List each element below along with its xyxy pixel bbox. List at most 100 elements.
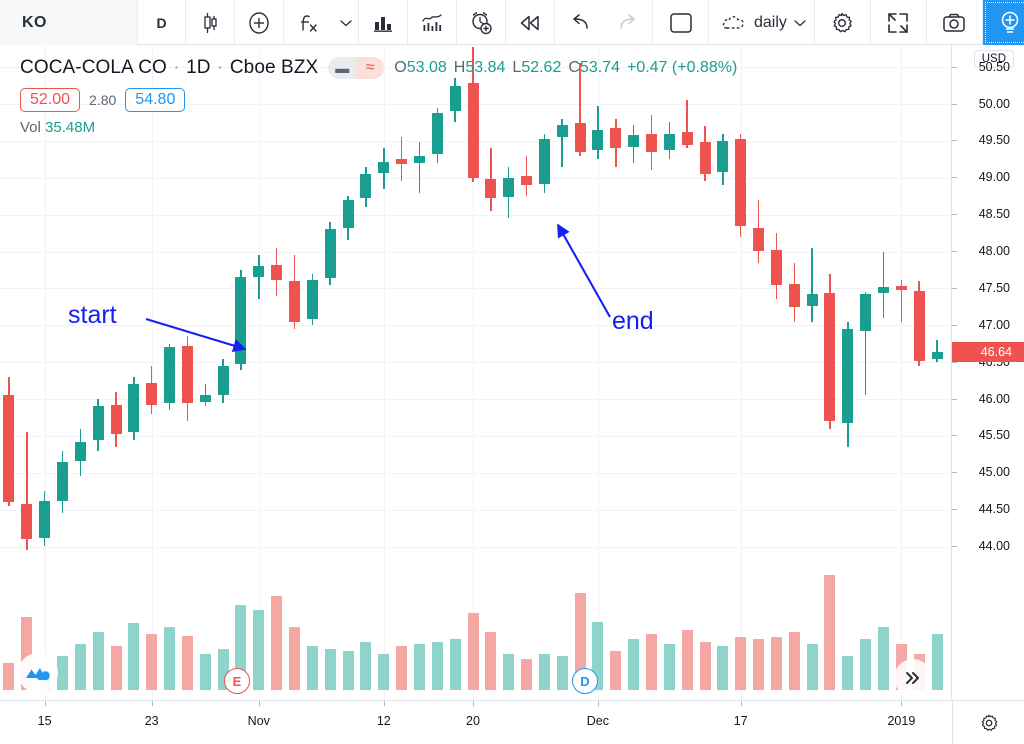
candle-wick	[579, 63, 581, 156]
candle-wick	[525, 155, 528, 197]
chart-toolbar: KO D	[0, 0, 1024, 45]
price-high-box[interactable]: 54.80	[125, 88, 186, 112]
publish-idea-button[interactable]	[982, 0, 1024, 45]
candle-body	[39, 500, 51, 538]
price-low-box[interactable]: 52.00	[20, 88, 81, 112]
candle-body	[788, 284, 800, 307]
fx-icon	[298, 11, 320, 35]
volume-bar	[753, 639, 765, 690]
candle-body	[271, 264, 283, 280]
volume-bar	[931, 634, 943, 690]
interval-button[interactable]: D	[138, 0, 186, 45]
currency-chip[interactable]: USD	[973, 50, 1014, 68]
symbol-search-button[interactable]: KO	[0, 0, 138, 45]
dividend-marker[interactable]: D	[572, 668, 598, 694]
scroll-to-realtime-button[interactable]	[894, 659, 932, 697]
volume-bar	[788, 631, 800, 690]
price-axis-tick: 49.50	[952, 132, 1024, 149]
candlestick-icon	[200, 12, 220, 34]
series-settings-chip[interactable]: ≈	[356, 57, 385, 79]
annotation-label-end: end	[612, 307, 654, 335]
earnings-marker[interactable]: E	[224, 668, 250, 694]
create-alert-button[interactable]	[457, 0, 506, 45]
volume-bar	[610, 651, 622, 690]
candle-body	[878, 286, 890, 293]
time-axis-settings-button[interactable]	[952, 701, 1024, 744]
bar-chart-icon	[372, 12, 394, 34]
candle-body	[92, 406, 104, 441]
candle-body	[324, 229, 336, 279]
candle-body	[824, 292, 836, 422]
snapshot-button[interactable]	[927, 0, 983, 45]
volume-bar	[56, 656, 68, 690]
ohlc-values: O53.08 H53.84 L52.62 C53.74 +0.47 (+0.88…	[394, 59, 737, 77]
time-axis-tick-dash	[44, 701, 46, 706]
layout-button[interactable]	[653, 0, 709, 45]
time-axis[interactable]: 15 23 Nov 12 20 Dec 17 2019	[0, 700, 1024, 744]
candle-wick	[26, 432, 28, 551]
symbol-description[interactable]: COCA-COLA CO · 1D · Cboe BZX	[20, 57, 318, 79]
price-axis[interactable]: USD 50.50 50.00 49.50 49.00 48.50 48.00 47.50 4…	[952, 45, 1024, 700]
time-axis-tick-dash	[383, 701, 385, 706]
fx-button[interactable]	[284, 0, 333, 45]
candle-body	[396, 159, 408, 165]
volume-bar	[110, 646, 122, 690]
ohlc-change: +0.47 (+0.88%)	[626, 59, 738, 76]
fx-dropdown-button[interactable]	[333, 0, 359, 45]
gridline-vertical	[44, 45, 46, 700]
add-indicator-button[interactable]	[235, 0, 284, 45]
redo-button[interactable]	[604, 0, 653, 45]
candle-body	[681, 132, 693, 145]
candle-wick	[258, 255, 260, 300]
main-chart-pane[interactable]: start end E D	[0, 45, 952, 700]
candle-body	[289, 281, 301, 322]
volume-bar	[860, 639, 872, 690]
candle-body	[556, 124, 568, 138]
chevrons-right-icon	[904, 671, 922, 685]
candle-body	[770, 250, 782, 285]
candle-wick	[561, 118, 563, 167]
volume-bar	[289, 627, 301, 690]
volume-bar	[235, 605, 247, 690]
candle-wick	[864, 292, 867, 396]
chart-style-button[interactable]	[186, 0, 235, 45]
price-axis-tick: 50.00	[952, 96, 1024, 113]
candle-body	[574, 123, 586, 152]
candle-body	[360, 174, 372, 199]
gridline-horizontal	[0, 288, 951, 290]
bar-patterns-button[interactable]	[359, 0, 408, 45]
ohlc-close-key: C	[568, 59, 580, 76]
tradingview-logo-icon[interactable]	[18, 653, 58, 693]
compare-button[interactable]	[408, 0, 457, 45]
candle-body	[753, 227, 765, 252]
candle-body	[699, 142, 711, 175]
price-range-row: 52.00 2.80 54.80	[20, 88, 737, 112]
candle-body	[931, 351, 943, 360]
bar-replay-button[interactable]	[506, 0, 555, 45]
gridline-vertical	[258, 45, 260, 700]
candle-body	[199, 395, 211, 402]
volume-bar	[378, 653, 390, 690]
interval-label: D	[156, 14, 167, 31]
volume-bar	[556, 656, 568, 690]
chart-settings-button[interactable]	[815, 0, 871, 45]
hide-series-chip[interactable]: ▬	[328, 57, 357, 79]
wave-icon: ≈	[365, 59, 375, 76]
chart-template-button[interactable]: daily	[709, 0, 815, 45]
fullscreen-button[interactable]	[871, 0, 927, 45]
redo-icon	[617, 13, 639, 32]
candle-body	[181, 345, 193, 403]
legend-separator-2: ·	[217, 57, 224, 78]
price-low-value: 52.00	[30, 91, 71, 108]
volume-bar	[92, 631, 104, 690]
volume-value: 35.48M	[45, 119, 96, 136]
volume-bar	[681, 629, 693, 690]
candle-body	[235, 277, 247, 365]
time-axis-tick: 17	[733, 714, 748, 728]
time-axis-tick-dash	[473, 701, 474, 706]
undo-button[interactable]	[555, 0, 604, 45]
price-axis-tick: 49.00	[952, 169, 1024, 186]
volume-bar	[396, 646, 408, 690]
annotation-label-start: start	[68, 301, 117, 329]
